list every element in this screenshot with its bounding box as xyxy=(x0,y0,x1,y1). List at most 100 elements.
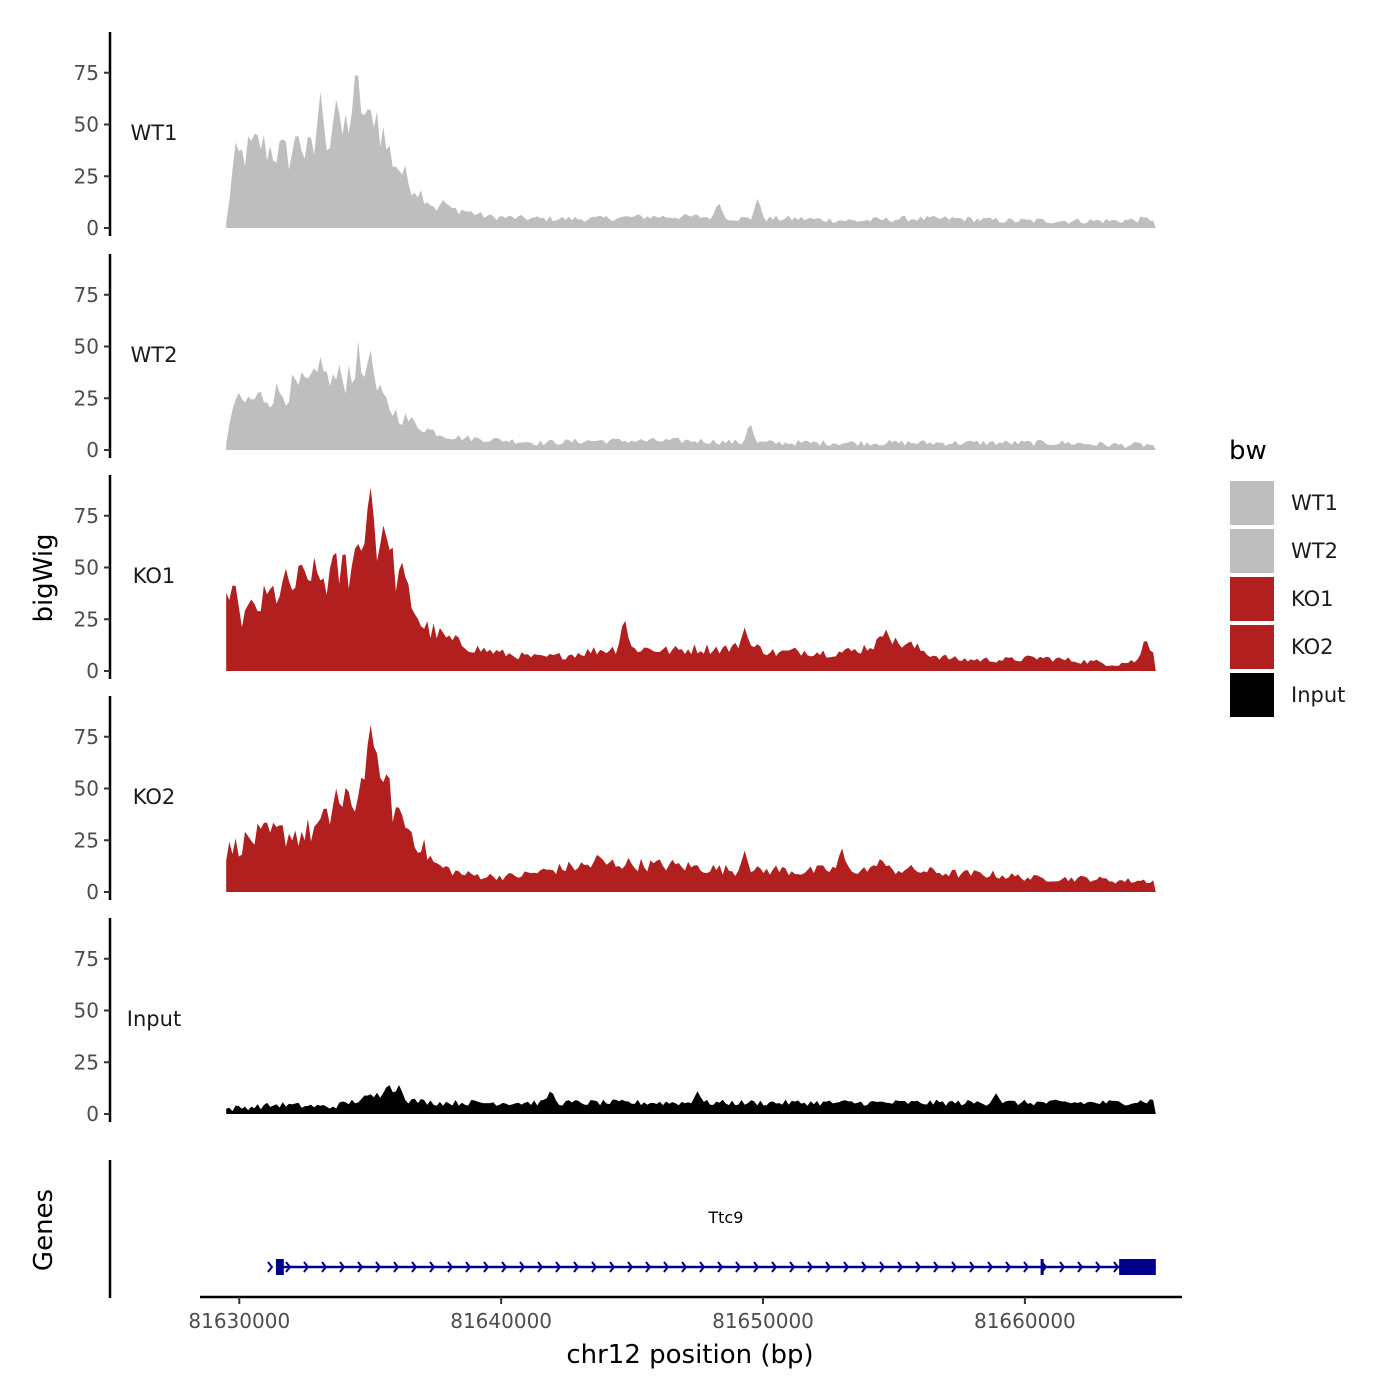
gene-strand-arrow xyxy=(555,1261,562,1273)
legend-key-wt2 xyxy=(1230,529,1274,573)
tracks-layer: 0 25 50 75 WT1 0 25 50 75 WT2 0 25 50 75 KO1 0 25 50 75 KO2… xyxy=(74,32,1156,1126)
gene-strand-arrow xyxy=(771,1261,778,1273)
gene-strand-arrow xyxy=(951,1261,958,1273)
legend-label-wt2: WT2 xyxy=(1291,539,1338,563)
legend-title: bw xyxy=(1229,436,1267,466)
gene-strand-arrow xyxy=(825,1261,832,1273)
track-ko2: 0 25 50 75 KO2 xyxy=(74,696,1156,904)
x-tick-label: 81660000 xyxy=(974,1309,1076,1333)
y-tick-label: 0 xyxy=(86,1102,99,1126)
track-wt1: 0 25 50 75 WT1 xyxy=(74,32,1156,240)
gene-strand-arrow xyxy=(879,1261,886,1273)
track-ko1: 0 25 50 75 KO1 xyxy=(74,475,1156,683)
y-tick-label: 75 xyxy=(74,947,99,971)
gene-strand-arrow xyxy=(1005,1261,1012,1273)
gene-strand-arrow xyxy=(645,1261,652,1273)
gene-strand-arrow xyxy=(627,1261,634,1273)
x-axis: 81630000 81640000 81650000 81660000 xyxy=(188,1295,1182,1333)
track-label-ko2: KO2 xyxy=(133,785,176,809)
track-label-input: Input xyxy=(127,1007,181,1031)
gene-strand-arrow xyxy=(969,1261,976,1273)
gene-strand-arrow xyxy=(519,1261,526,1273)
gene-strand-arrow xyxy=(753,1261,760,1273)
gene-strand-arrow xyxy=(1113,1261,1120,1273)
gene-strand-arrow xyxy=(285,1261,292,1273)
y-tick-label: 50 xyxy=(74,777,99,801)
y-tick-label: 25 xyxy=(74,828,99,852)
gene-strand-arrow xyxy=(357,1261,364,1273)
track-label-wt1: WT1 xyxy=(131,121,178,145)
gene-strand-arrow xyxy=(429,1261,436,1273)
x-tick-label: 81640000 xyxy=(450,1309,552,1333)
gene-strand-arrow xyxy=(1095,1261,1102,1273)
gene-strand-arrow xyxy=(861,1261,868,1273)
area-ko1 xyxy=(226,487,1156,671)
y-tick-label: 25 xyxy=(74,386,99,410)
y-tick-label: 0 xyxy=(86,659,99,683)
gene-strand-arrow xyxy=(717,1261,724,1273)
gene-strand-arrow xyxy=(573,1261,580,1273)
y-tick-label: 50 xyxy=(74,335,99,359)
gene-strand-arrow xyxy=(915,1261,922,1273)
gene-exon xyxy=(1119,1259,1156,1275)
y-tick-label: 25 xyxy=(74,164,99,188)
track-wt2: 0 25 50 75 WT2 xyxy=(74,254,1156,462)
gene-strand-arrow xyxy=(933,1261,940,1273)
gene-exon xyxy=(275,1259,284,1275)
legend-label-wt1: WT1 xyxy=(1291,491,1338,515)
track-label-ko1: KO1 xyxy=(133,564,176,588)
legend-label-input: Input xyxy=(1291,683,1345,707)
y-tick-label: 50 xyxy=(74,556,99,580)
legend: bw WT1 WT2 KO1 KO2 Input xyxy=(1229,436,1345,717)
area-ko2 xyxy=(226,724,1156,892)
gene-strand-arrow xyxy=(699,1261,706,1273)
y-tick-label: 0 xyxy=(86,438,99,462)
y-tick-label: 50 xyxy=(74,999,99,1023)
genes-axis-title: Genes xyxy=(29,1189,59,1271)
gene-exon xyxy=(1040,1259,1044,1275)
legend-label-ko1: KO1 xyxy=(1291,587,1334,611)
y-tick-label: 25 xyxy=(74,607,99,631)
legend-key-input xyxy=(1230,673,1274,717)
legend-label-ko2: KO2 xyxy=(1291,635,1334,659)
y-axis-title: bigWig xyxy=(29,533,59,622)
gene-strand-arrow xyxy=(663,1261,670,1273)
y-tick-label: 75 xyxy=(74,504,99,528)
legend-key-wt1 xyxy=(1230,481,1274,525)
gene-strand-arrow xyxy=(321,1261,328,1273)
x-tick-label: 81630000 xyxy=(188,1309,290,1333)
track-input: 0 25 50 75 Input xyxy=(74,918,1156,1126)
gene-strand-arrow xyxy=(807,1261,814,1273)
gene-strand-arrow xyxy=(375,1261,382,1273)
area-wt1 xyxy=(226,75,1156,228)
gene-strand-arrow xyxy=(267,1261,274,1273)
x-tick-label: 81650000 xyxy=(712,1309,814,1333)
y-tick-label: 75 xyxy=(74,725,99,749)
gene-strand-arrow xyxy=(609,1261,616,1273)
gene-strand-arrow xyxy=(843,1261,850,1273)
gene-strand-arrow xyxy=(339,1261,346,1273)
x-axis-title: chr12 position (bp) xyxy=(566,1340,813,1370)
gene-strand-arrow xyxy=(501,1261,508,1273)
legend-key-ko2 xyxy=(1230,625,1274,669)
gene-strand-arrow xyxy=(897,1261,904,1273)
track-label-wt2: WT2 xyxy=(131,343,178,367)
y-tick-label: 75 xyxy=(74,283,99,307)
gene-strand-arrow xyxy=(1077,1261,1084,1273)
area-wt2 xyxy=(226,340,1156,450)
gene-strand-arrow xyxy=(789,1261,796,1273)
gene-strand-arrow xyxy=(1023,1261,1030,1273)
gene-strand-arrow xyxy=(681,1261,688,1273)
y-tick-label: 75 xyxy=(74,61,99,85)
gene-name-label: Ttc9 xyxy=(707,1208,743,1227)
gene-strand-arrow xyxy=(483,1261,490,1273)
gene-strand-arrow xyxy=(303,1261,310,1273)
legend-key-ko1 xyxy=(1230,577,1274,621)
y-tick-label: 0 xyxy=(86,880,99,904)
gene-track: Ttc9 xyxy=(108,1160,1156,1298)
gene-strand-arrow xyxy=(537,1261,544,1273)
gene-strand-arrow xyxy=(393,1261,400,1273)
y-tick-label: 0 xyxy=(86,216,99,240)
gene-strand-arrow xyxy=(987,1261,994,1273)
